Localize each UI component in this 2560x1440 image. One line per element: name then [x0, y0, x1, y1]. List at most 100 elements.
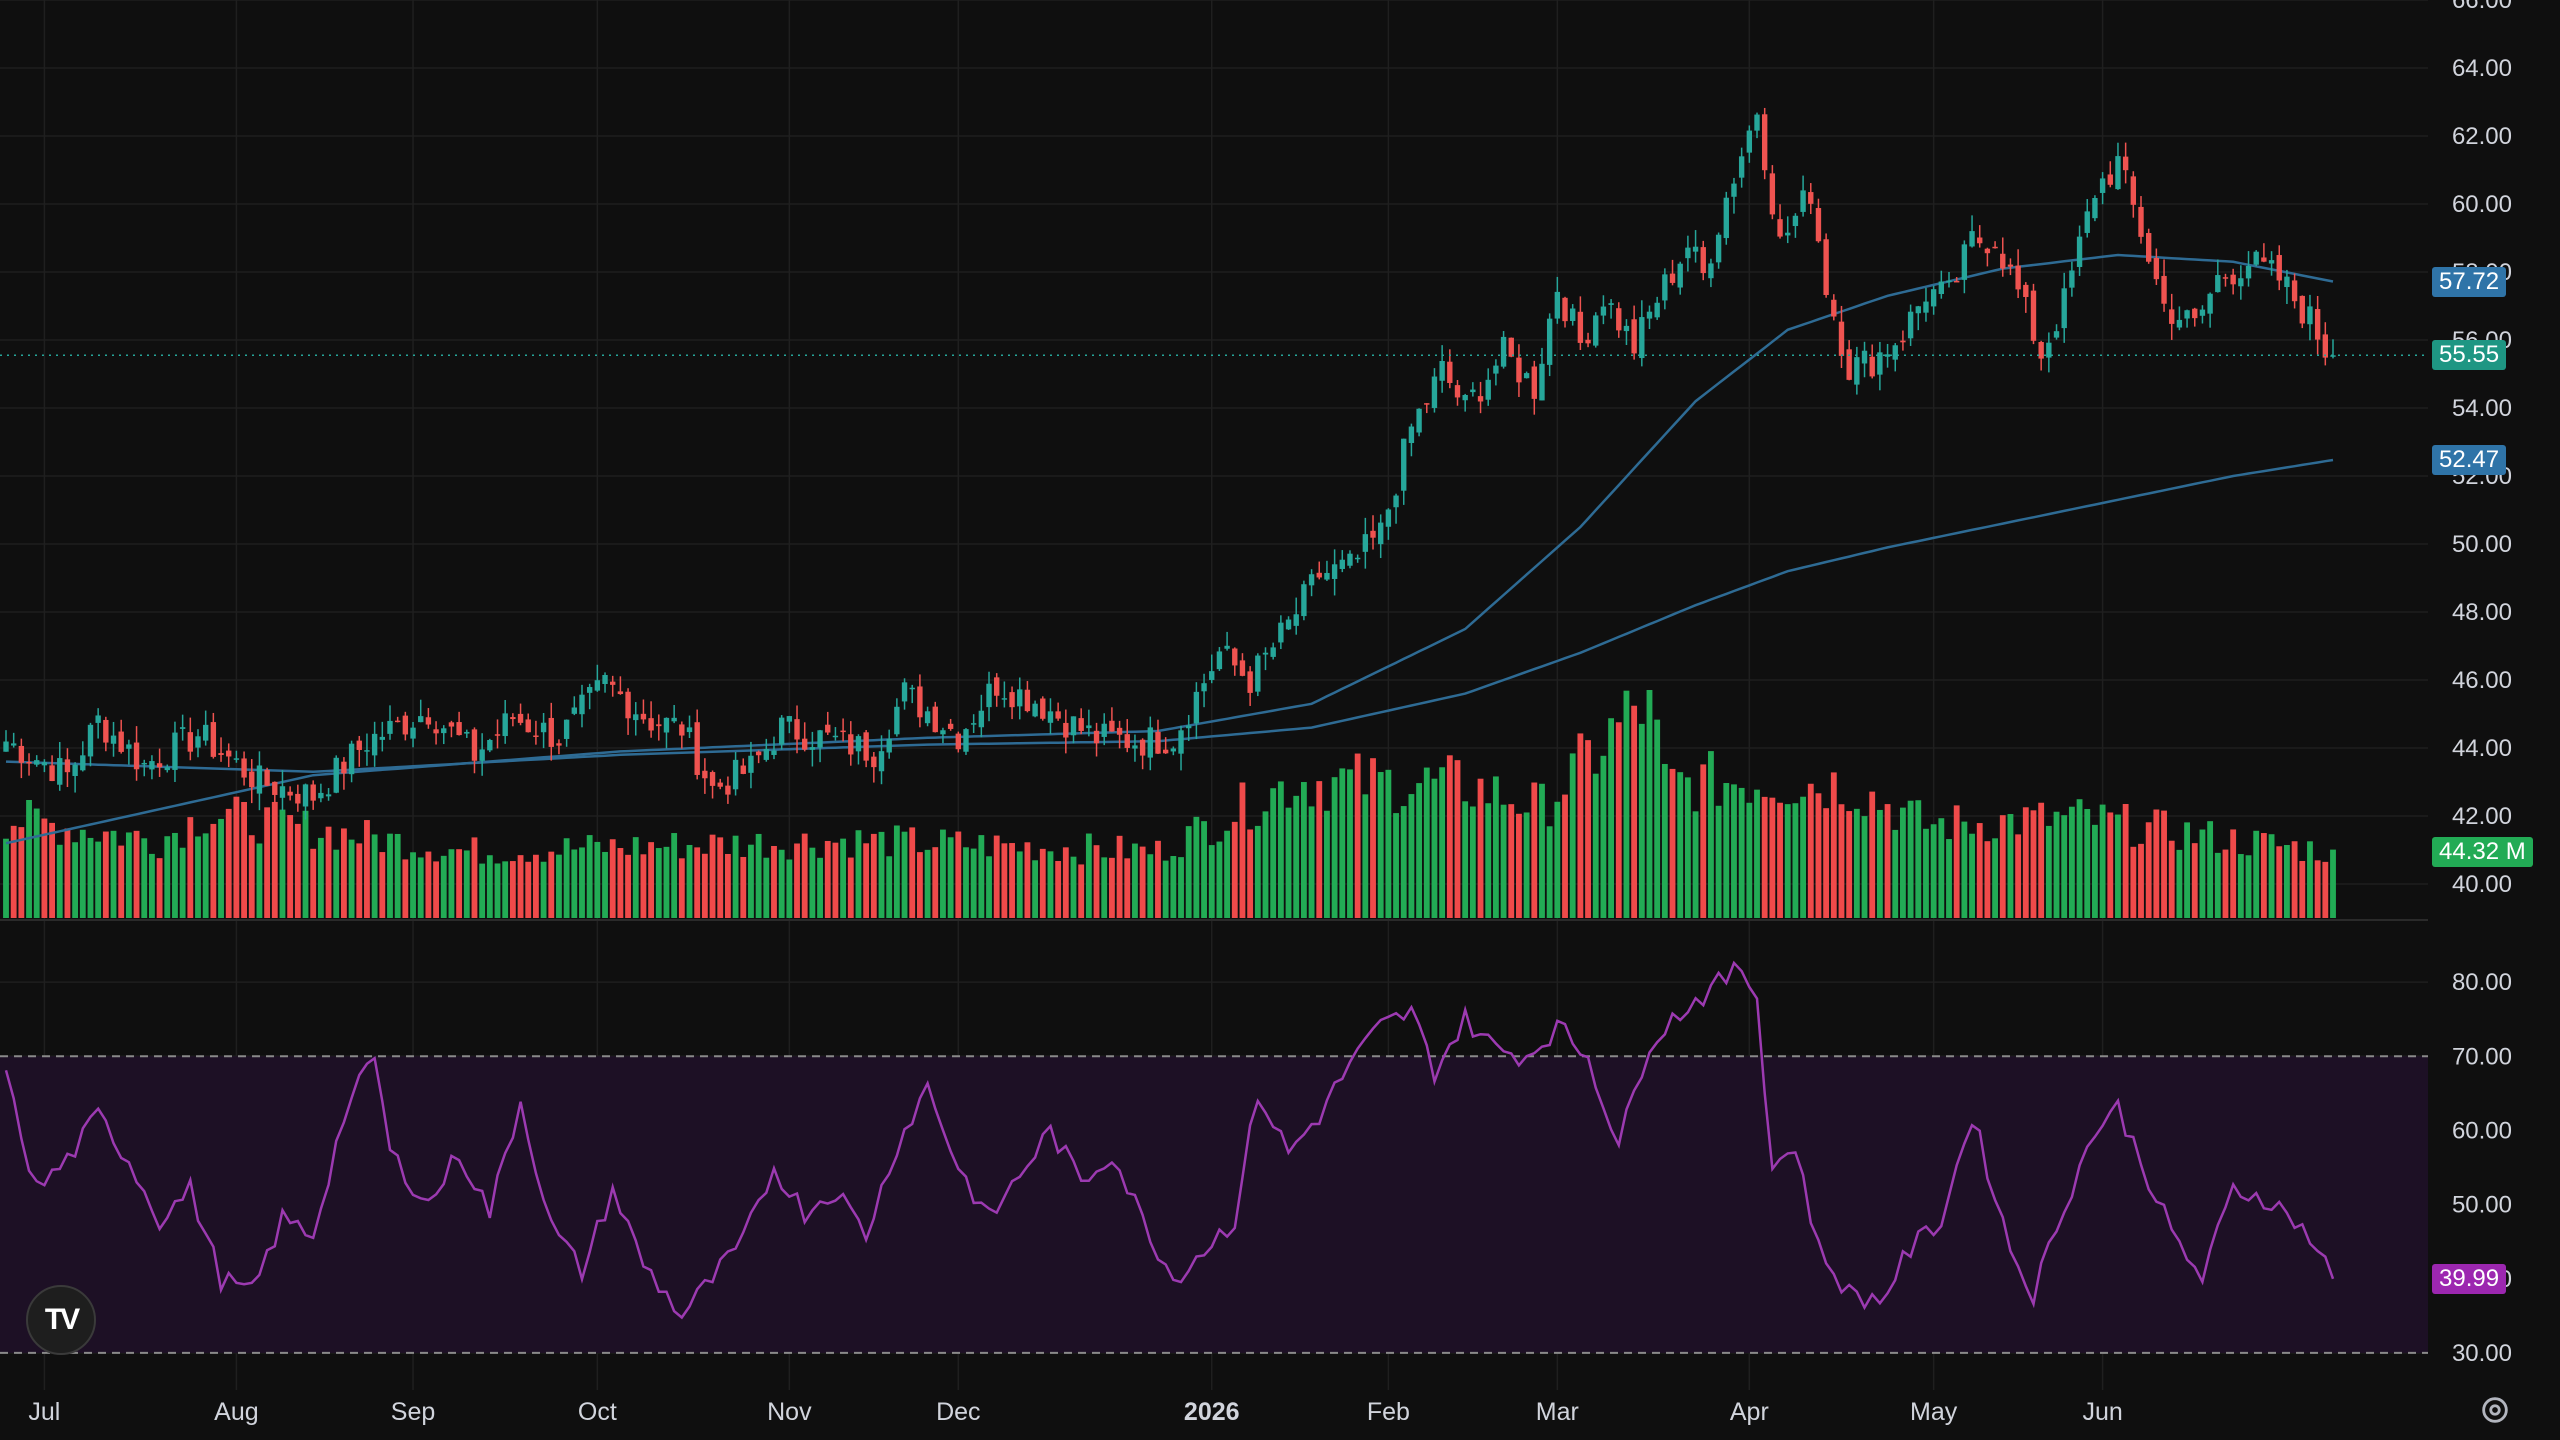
candle-body — [456, 722, 462, 736]
rsi-line-path — [4, 960, 2335, 1320]
candle-body — [802, 738, 808, 750]
volume-bar — [1677, 772, 1684, 918]
volume-bar — [940, 829, 946, 918]
volume-bar — [2176, 849, 2183, 918]
candle-body — [1969, 231, 1975, 247]
candle-body — [2207, 293, 2213, 314]
volume-bar — [72, 842, 79, 918]
volume-bar — [632, 837, 639, 918]
volume-bar — [2268, 834, 2275, 918]
volume-bar — [1562, 794, 1568, 918]
candle-body — [840, 730, 846, 733]
volume-bar — [1953, 805, 1960, 918]
volume-bar — [1324, 810, 1330, 918]
volume-bar — [1669, 768, 1676, 918]
candle-body — [848, 734, 854, 755]
candle-body — [1838, 321, 1845, 356]
tradingview-logo[interactable]: TV — [26, 1285, 96, 1355]
volume-bar — [2299, 860, 2306, 918]
volume-bar — [1769, 797, 1776, 918]
time-tick-label: Jul — [28, 1398, 60, 1426]
candle-body — [817, 730, 823, 748]
candle-body — [1593, 315, 1599, 346]
volume-bar — [102, 831, 109, 918]
volume-bar — [87, 837, 94, 918]
gear-icon[interactable] — [2478, 1393, 2512, 1427]
candle-body — [341, 761, 347, 774]
candle-body — [2115, 156, 2121, 190]
price-tick-label: 66.00 — [2452, 0, 2512, 14]
volume-bar — [586, 835, 593, 918]
candle-body — [1977, 237, 1983, 244]
volume-bar — [2291, 841, 2298, 918]
rsi-band-fill — [0, 1056, 2428, 1353]
volume-bar — [479, 863, 486, 918]
candle-body — [256, 765, 263, 794]
candle-body — [1570, 308, 1576, 321]
candle-body — [1769, 173, 1776, 215]
volume-bar — [724, 853, 731, 918]
candle-body — [924, 711, 931, 724]
volume-bar — [2230, 829, 2237, 918]
candle-body — [448, 722, 455, 727]
volume-bar — [2214, 852, 2221, 918]
candle-body — [202, 724, 209, 741]
candle-body — [1278, 622, 1284, 643]
candle-body — [1424, 403, 1430, 405]
candle-body — [1723, 197, 1729, 239]
volume-bar — [471, 837, 478, 918]
candle-body — [1055, 711, 1061, 719]
candle-body — [2153, 257, 2160, 280]
volume-bar — [1700, 764, 1707, 918]
volume-bar — [264, 807, 271, 918]
volume-bar — [1577, 733, 1584, 918]
candle-body — [640, 713, 647, 720]
candle-body — [272, 781, 278, 795]
volume-bar — [463, 850, 470, 918]
volume-bar — [187, 817, 194, 918]
volume-bar — [886, 856, 893, 918]
volume-bar — [893, 825, 900, 918]
candle-body — [1109, 720, 1115, 732]
candle-body — [1339, 559, 1345, 569]
volume-bar — [49, 822, 55, 918]
candle-body — [1086, 725, 1092, 729]
candle-body — [302, 784, 309, 807]
candle-body — [72, 764, 78, 777]
volume-bar — [1715, 805, 1722, 918]
candle-body — [348, 743, 355, 775]
candle-body — [1170, 748, 1177, 752]
volume-bar — [486, 855, 493, 918]
candle-body — [2061, 288, 2067, 329]
ma-short-price-tag: 57.72 — [2432, 266, 2507, 297]
volume-bar — [1477, 778, 1484, 918]
candle-body — [2307, 306, 2313, 325]
volume-bar — [556, 854, 562, 918]
candle-body — [1746, 130, 1753, 153]
volume-bar — [1047, 851, 1054, 918]
volume-bar — [1800, 796, 1807, 918]
volume-bar — [1492, 776, 1499, 918]
candle-body — [602, 674, 608, 684]
volume-bar — [2115, 814, 2121, 918]
volume-bar — [1654, 719, 1661, 918]
candle-body — [1485, 379, 1491, 400]
volume-bar — [1999, 815, 2006, 918]
volume-bar — [2184, 822, 2191, 918]
candle-body — [955, 733, 961, 750]
volume-bar — [2322, 861, 2329, 918]
candle-body — [1155, 731, 1161, 754]
candle-body — [1078, 718, 1084, 731]
volume-bar — [771, 845, 777, 918]
volume-bar — [2168, 840, 2175, 918]
candle-body — [371, 733, 378, 756]
candle-body — [1685, 247, 1691, 259]
volume-bar — [2284, 845, 2290, 918]
volume-bar — [2053, 811, 2060, 918]
candle-body — [1562, 297, 1568, 322]
volume-bar — [1646, 690, 1653, 918]
candle-body — [1938, 281, 1945, 295]
volume-bar — [256, 843, 263, 918]
volume-bar — [271, 801, 278, 918]
